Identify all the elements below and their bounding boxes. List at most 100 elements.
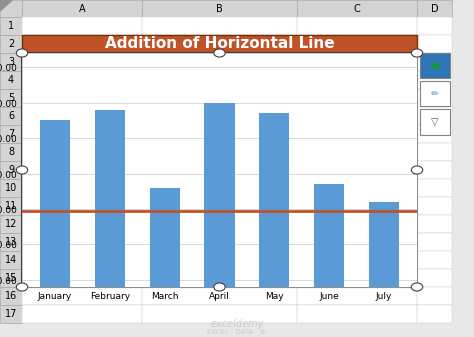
Text: 10: 10	[5, 183, 17, 193]
Text: 16: 16	[5, 291, 17, 301]
Bar	[40, 120, 70, 337]
Text: ▽: ▽	[431, 117, 439, 127]
Bar	[142, 269, 297, 287]
Bar	[297, 125, 417, 143]
Bar	[142, 179, 297, 197]
Bar	[0, 305, 22, 323]
Bar	[22, 287, 142, 305]
Bar	[22, 161, 142, 179]
Text: B: B	[216, 3, 223, 13]
Bar	[259, 113, 290, 337]
Bar	[417, 305, 452, 323]
Text: 12: 12	[5, 219, 17, 229]
Bar	[0, 125, 22, 143]
Bar	[417, 161, 452, 179]
Bar	[297, 35, 417, 53]
Bar	[142, 0, 297, 17]
Text: 9: 9	[8, 165, 14, 175]
Bar	[142, 251, 297, 269]
Bar	[297, 215, 417, 233]
Bar	[142, 161, 297, 179]
Bar	[22, 197, 142, 215]
Bar	[297, 71, 417, 89]
Bar	[22, 125, 142, 143]
Bar	[417, 89, 452, 107]
Bar	[417, 143, 452, 161]
Bar	[417, 197, 452, 215]
Bar	[22, 305, 142, 323]
Text: 4: 4	[8, 75, 14, 85]
Bar	[204, 103, 235, 337]
Bar	[0, 233, 22, 251]
Bar	[142, 53, 297, 71]
Bar	[297, 107, 417, 125]
Bar	[142, 215, 297, 233]
Bar	[417, 17, 452, 35]
Bar	[22, 53, 142, 71]
Text: 2: 2	[8, 39, 14, 49]
Bar	[297, 179, 417, 197]
Text: EXCEL · DATA · BI: EXCEL · DATA · BI	[207, 329, 267, 335]
Bar	[297, 161, 417, 179]
Text: Addition of Horizontal Line: Addition of Horizontal Line	[105, 36, 334, 52]
Text: ✏: ✏	[431, 89, 439, 99]
Text: 14: 14	[5, 255, 17, 265]
Text: A: A	[79, 3, 85, 13]
Bar	[22, 0, 142, 17]
Bar	[297, 287, 417, 305]
Bar	[297, 197, 417, 215]
Bar	[22, 143, 142, 161]
Bar	[22, 215, 142, 233]
Bar	[0, 287, 22, 305]
Bar	[297, 17, 417, 35]
Bar	[0, 107, 22, 125]
Bar	[297, 251, 417, 269]
Bar	[95, 110, 125, 337]
Bar	[0, 161, 22, 179]
Bar	[142, 89, 297, 107]
Bar	[22, 35, 142, 53]
Bar	[0, 197, 22, 215]
Bar	[297, 233, 417, 251]
Bar	[417, 233, 452, 251]
Bar	[0, 71, 22, 89]
Bar	[142, 71, 297, 89]
Text: 7: 7	[8, 129, 14, 139]
Bar	[0, 89, 22, 107]
Text: 13: 13	[5, 237, 17, 247]
Bar	[0, 251, 22, 269]
Bar	[22, 107, 142, 125]
Bar	[142, 233, 297, 251]
Bar	[417, 71, 452, 89]
Bar	[22, 53, 417, 287]
Bar	[142, 35, 297, 53]
Bar	[142, 197, 297, 215]
Text: exceldemy: exceldemy	[210, 319, 264, 329]
Bar	[417, 125, 452, 143]
Text: 11: 11	[5, 201, 17, 211]
Bar	[297, 269, 417, 287]
Bar	[417, 287, 452, 305]
Bar	[417, 179, 452, 197]
Bar	[0, 35, 22, 53]
Bar	[22, 89, 142, 107]
Bar	[0, 53, 22, 71]
Bar	[417, 53, 452, 71]
Text: C: C	[354, 3, 360, 13]
Bar	[417, 35, 452, 53]
Text: 8: 8	[8, 147, 14, 157]
Bar	[142, 107, 297, 125]
Text: 1: 1	[8, 21, 14, 31]
Bar	[0, 17, 22, 35]
Bar	[22, 17, 142, 35]
Bar	[22, 251, 142, 269]
Bar	[417, 251, 452, 269]
Text: 5: 5	[8, 93, 14, 103]
Bar	[0, 269, 22, 287]
Polygon shape	[0, 0, 12, 11]
Bar	[369, 202, 399, 337]
Bar	[0, 179, 22, 197]
Text: 15: 15	[5, 273, 17, 283]
Text: 3: 3	[8, 57, 14, 67]
Bar	[314, 184, 344, 337]
